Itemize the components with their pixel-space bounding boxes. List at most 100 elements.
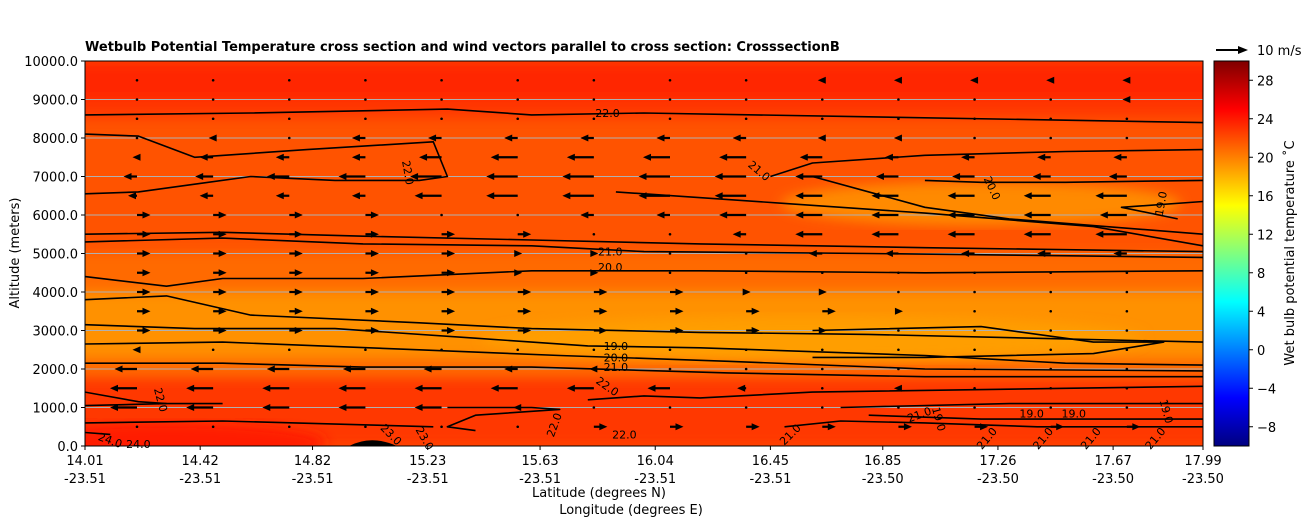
wind-arrow (973, 309, 976, 313)
wind-dot (516, 117, 520, 121)
wind-head (275, 153, 284, 161)
wind-arrow (947, 192, 975, 200)
y-tick-label: 5000.0 (33, 248, 79, 263)
wind-arrow (338, 404, 366, 411)
wind-dot (135, 117, 139, 121)
wind-dot (592, 406, 596, 409)
wind-arrow (137, 327, 151, 334)
wind-arrow (1049, 271, 1053, 275)
wind-arrow (364, 117, 367, 121)
wind-head (719, 211, 728, 219)
y-tick-label: 9000.0 (33, 94, 79, 109)
wind-arrow (135, 78, 139, 82)
x-axis-label-lon: Longitude (degrees E) (559, 503, 703, 518)
wind-arrow (820, 117, 824, 121)
wind-arrow (414, 384, 442, 392)
contour-label: 20.0 (604, 351, 629, 364)
wind-head (513, 404, 522, 411)
wind-arrow (440, 348, 443, 352)
wind-dot (287, 348, 291, 352)
wind-arrow (973, 98, 976, 101)
wind-arrow (517, 288, 532, 296)
wind-arrow (211, 98, 215, 101)
wind-dot (973, 309, 976, 313)
wind-arrow (490, 153, 518, 161)
wind-arrow (742, 288, 751, 296)
wind-arrow (517, 307, 532, 315)
wind-dot (1125, 386, 1129, 390)
wind-arrow (441, 250, 456, 257)
wind-arrow (668, 252, 672, 255)
wind-arrow (593, 423, 608, 431)
wind-head (580, 211, 589, 219)
wind-head (1099, 211, 1108, 219)
x-tick-label-lon: -23.50 (1092, 472, 1134, 487)
wind-head (562, 173, 571, 180)
wind-dot (1125, 117, 1129, 121)
wind-arrow (135, 98, 139, 101)
wind-arrow (287, 78, 291, 82)
wind-head (818, 327, 827, 334)
wind-head (490, 384, 499, 392)
contour-label: 19.0 (1157, 398, 1176, 425)
wind-head (580, 134, 589, 142)
wind-arrow (668, 271, 672, 275)
wind-arrow (822, 423, 836, 431)
wind-arrow (1125, 386, 1129, 390)
x-tick-label-lon: -23.51 (292, 472, 334, 487)
wind-head (647, 384, 656, 392)
wind-arrow (1049, 290, 1053, 294)
wind-head (1108, 173, 1117, 180)
wind-arrow (1125, 309, 1129, 313)
wind-arrow (490, 384, 518, 392)
wind-dot (440, 425, 443, 429)
wind-head (1122, 76, 1131, 84)
wind-arrow (593, 288, 608, 296)
wind-head (875, 173, 884, 180)
y-tick-label: 2000.0 (33, 363, 79, 378)
wind-arrow (211, 425, 215, 429)
wind-dot (440, 117, 443, 121)
wind-head (218, 288, 227, 296)
wind-dot (1049, 290, 1053, 294)
wind-arrow (441, 269, 456, 277)
wind-arrow (486, 192, 518, 200)
wind-arrow (287, 348, 291, 352)
contour-line-24 (85, 431, 111, 436)
wind-head (599, 327, 608, 334)
contour-line-20 (85, 341, 1203, 372)
wind-head (871, 230, 880, 238)
temperature-band (85, 357, 1203, 377)
wind-arrow (897, 406, 900, 409)
wind-head (795, 192, 804, 200)
x-axis: 14.01 -23.51 14.42 -23.51 14.82 -23.51 15.23 -2… (64, 446, 1224, 487)
wind-arrow (414, 404, 442, 411)
wind-arrow (514, 250, 523, 257)
wind-head (675, 423, 684, 431)
wind-arrow (820, 406, 824, 409)
wind-head (447, 327, 456, 334)
wind-dot (364, 98, 367, 101)
wind-head (218, 250, 227, 257)
wind-arrow (668, 98, 672, 101)
wind-head (142, 211, 151, 219)
wind-arrow (973, 367, 976, 371)
wind-arrow (1095, 230, 1127, 238)
wind-arrow (592, 406, 596, 409)
wind-arrow (135, 117, 139, 121)
wind-dot (744, 117, 748, 121)
wind-dot (820, 271, 824, 275)
wind-head (523, 230, 532, 238)
wind-dot (287, 78, 291, 82)
wind-arrow (1023, 230, 1051, 238)
wind-head (1032, 173, 1041, 180)
wind-head (218, 307, 227, 315)
wind-head (808, 250, 817, 257)
wind-dot (516, 98, 520, 101)
wind-head (423, 365, 432, 373)
wind-arrow (795, 173, 823, 180)
wind-head (275, 192, 284, 200)
wind-head (884, 153, 893, 161)
wind-arrow (897, 348, 900, 352)
wind-arrow (1122, 96, 1131, 103)
